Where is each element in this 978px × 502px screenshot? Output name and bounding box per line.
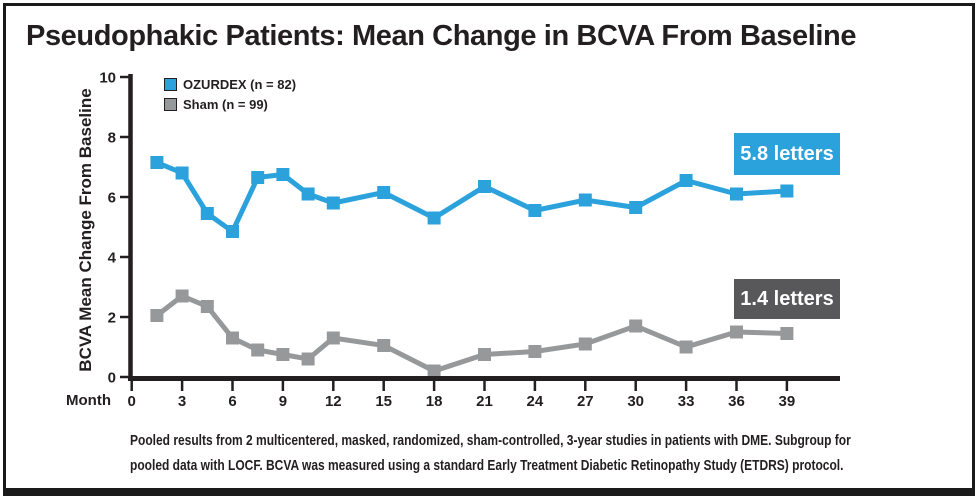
series-marker-1 [427, 364, 441, 378]
series-marker-1 [150, 309, 164, 322]
annotation-sham-value: 1.4 letters [734, 279, 840, 319]
footnote-line-2: pooled data with LOCF. BCVA was measured… [130, 457, 844, 474]
x-tick-label: 21 [476, 393, 493, 410]
legend-item-sham: Sham (n = 99) [164, 94, 296, 114]
series-marker-1 [175, 289, 189, 303]
x-axis-title: Month [66, 392, 111, 409]
series-marker-0 [578, 193, 592, 207]
series-marker-0 [226, 225, 239, 238]
legend: OZURDEX (n = 82) Sham (n = 99) [164, 74, 296, 114]
legend-swatch-ozurdex [164, 77, 177, 91]
x-tick-label: 15 [375, 393, 392, 410]
x-tick-label: 24 [527, 393, 544, 410]
series-marker-1 [301, 352, 315, 366]
x-tick-label: 6 [228, 393, 236, 410]
x-tick-label: 3 [178, 393, 186, 410]
series-marker-1 [326, 331, 340, 345]
series-marker-1 [780, 327, 794, 340]
x-tick-label: 12 [325, 393, 342, 410]
series-marker-1 [226, 331, 239, 345]
y-tick-label: 0 [108, 370, 116, 387]
series-marker-1 [200, 300, 214, 313]
series-marker-0 [679, 174, 693, 187]
series-marker-0 [251, 171, 265, 184]
series-marker-0 [780, 184, 794, 198]
legend-label-ozurdex: OZURDEX (n = 82) [183, 76, 297, 92]
series-marker-1 [629, 319, 643, 333]
series-marker-1 [377, 339, 391, 352]
legend-label-sham: Sham (n = 99) [183, 96, 268, 112]
footnote: Pooled results from 2 multicentered, mas… [130, 428, 851, 478]
series-marker-1 [578, 337, 592, 351]
series-marker-0 [150, 156, 164, 169]
series-marker-0 [730, 187, 743, 201]
y-tick-label: 8 [108, 130, 116, 147]
series-marker-0 [629, 201, 643, 214]
series-marker-0 [377, 186, 391, 199]
series-marker-1 [679, 340, 693, 354]
series-marker-0 [301, 187, 315, 201]
series-marker-1 [276, 348, 290, 361]
x-tick-label: 39 [779, 393, 796, 410]
y-tick-label: 6 [108, 190, 116, 207]
series-marker-0 [528, 204, 542, 217]
series-marker-1 [730, 325, 743, 339]
x-tick-label: 33 [678, 393, 695, 410]
footnote-line-1: Pooled results from 2 multicentered, mas… [130, 432, 851, 449]
series-line-1 [155, 293, 787, 374]
legend-item-ozurdex: OZURDEX (n = 82) [164, 74, 296, 94]
x-tick-label: 18 [426, 393, 443, 410]
series-marker-1 [251, 343, 265, 357]
legend-swatch-sham [164, 97, 177, 111]
series-marker-1 [528, 345, 542, 358]
series-marker-0 [427, 211, 441, 225]
series-marker-0 [326, 196, 340, 210]
series-marker-0 [175, 166, 189, 180]
x-tick-label: 30 [627, 393, 644, 410]
series-marker-1 [478, 348, 491, 361]
y-tick-label: 10 [99, 70, 116, 87]
y-tick-label: 4 [108, 250, 117, 267]
x-tick-label: 0 [128, 393, 136, 410]
series-marker-0 [276, 168, 290, 181]
y-axis-title: BCVA Mean Change From Baseline [76, 88, 95, 372]
x-tick-label: 9 [279, 393, 287, 410]
series-marker-0 [200, 207, 214, 220]
chart-title: Pseudophakic Patients: Mean Change in BC… [26, 20, 857, 52]
x-tick-label: 27 [577, 393, 594, 410]
y-tick-label: 2 [108, 310, 116, 327]
series-marker-0 [478, 180, 491, 193]
annotation-ozurdex-value: 5.8 letters [734, 133, 840, 175]
x-tick-label: 36 [728, 393, 745, 410]
